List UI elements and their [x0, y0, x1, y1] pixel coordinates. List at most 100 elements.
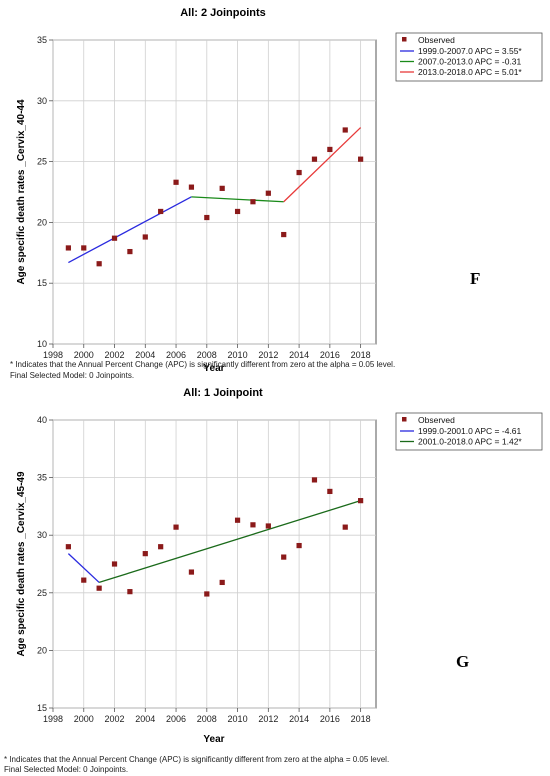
observed-point: [111, 561, 118, 567]
y-tick-label: 20: [37, 645, 47, 655]
x-tick-label: 2016: [320, 350, 340, 360]
x-tick-label: 2006: [166, 350, 186, 360]
legend-observed-marker: [402, 37, 407, 42]
footnote-significance: * Indicates that the Annual Percent Chan…: [10, 360, 395, 369]
x-tick-label: 1998: [43, 714, 63, 724]
observed-point: [127, 589, 133, 595]
footnote-significance: * Indicates that the Annual Percent Chan…: [4, 755, 389, 764]
observed-points: [65, 477, 364, 597]
plot-area: [52, 39, 377, 345]
observed-point: [327, 488, 333, 495]
observed-point: [96, 261, 102, 267]
observed-point: [281, 554, 287, 560]
observed-point: [81, 577, 87, 583]
observed-point: [265, 190, 271, 196]
observed-point: [158, 544, 164, 550]
y-tick-label: 20: [37, 217, 47, 227]
observed-point: [188, 569, 195, 575]
y-tick-label: 30: [37, 96, 47, 106]
y-tick-label: 15: [37, 703, 47, 713]
x-axis-label: Year: [203, 363, 224, 374]
y-tick-label: 10: [37, 339, 47, 349]
observed-point: [234, 517, 241, 523]
observed-point: [96, 585, 102, 591]
observed-point: [250, 199, 256, 205]
trend-segments: [67, 500, 361, 584]
y-tick-labels: 15 20 25 30 35 40: [37, 415, 53, 713]
legend-label: Observed: [418, 415, 455, 425]
x-axis-label: Year: [203, 734, 224, 745]
y-axis-label: Age specific death rates _Cervix_40-44: [16, 99, 27, 285]
y-tick-label: 40: [37, 415, 47, 425]
chart-g: All: 1 Joinpoint 1998 2000 2002 2004 2006 200…: [4, 387, 543, 774]
legend-box: [395, 412, 543, 451]
x-tick-label: 1998: [43, 350, 63, 360]
legend-label: 2013.0-2018.0 APC = 5.01*: [418, 67, 522, 77]
legend-label: 1999.0-2001.0 APC = -4.61: [418, 426, 522, 436]
observed-point: [281, 231, 287, 238]
legend-label: 2001.0-2018.0 APC = 1.42*: [418, 437, 522, 447]
x-tick-label: 2008: [197, 714, 217, 724]
grid-lines: [52, 39, 376, 345]
x-tick-label: 2012: [258, 350, 278, 360]
x-tick-label: 2014: [289, 714, 309, 724]
x-tick-label: 2004: [135, 714, 155, 724]
x-tick-label: 2002: [105, 350, 125, 360]
observed-point: [358, 156, 364, 162]
x-tick-label: 2016: [320, 714, 340, 724]
trend-segments: [68, 127, 362, 264]
observed-point: [358, 498, 364, 504]
x-tick-label: 2018: [351, 714, 371, 724]
observed-point: [219, 579, 225, 586]
observed-point: [327, 146, 333, 153]
observed-point: [250, 522, 256, 528]
observed-point: [188, 184, 195, 190]
x-tick-label: 2000: [74, 714, 94, 724]
y-tick-label: 30: [37, 530, 47, 540]
observed-point: [296, 169, 302, 176]
panel-label: F: [470, 269, 480, 288]
legend-box: [395, 32, 543, 82]
panel-label: G: [456, 652, 469, 671]
observed-point: [204, 591, 210, 597]
y-tick-labels: 10 15 20 25 30 35: [37, 35, 53, 349]
observed-points: [65, 127, 364, 267]
trend-segment: [191, 196, 284, 203]
observed-point: [265, 523, 271, 529]
x-tick-label: 2014: [289, 350, 309, 360]
observed-point: [127, 248, 133, 255]
observed-point: [296, 542, 302, 549]
chart-title: All: 2 Joinpoints: [180, 7, 266, 19]
observed-point: [342, 524, 348, 530]
trend-segment: [68, 196, 192, 264]
observed-point: [342, 127, 348, 133]
x-tick-label: 2018: [351, 350, 371, 360]
legend-label: 1999.0-2007.0 APC = 3.55*: [418, 46, 522, 56]
legend-label: Observed: [418, 35, 455, 45]
y-tick-label: 25: [37, 157, 47, 167]
chart-title: All: 1 Joinpoint: [183, 387, 263, 399]
footnote-model: Final Selected Model: 0 Joinpoints.: [4, 765, 128, 774]
plot-area: [52, 419, 377, 709]
x-tick-label: 2000: [74, 350, 94, 360]
observed-point: [234, 208, 241, 215]
x-tick-label: 2010: [228, 350, 248, 360]
observed-point: [65, 544, 71, 550]
y-tick-label: 25: [37, 588, 47, 598]
observed-point: [173, 524, 179, 530]
x-tick-labels: 1998 2000 2002 2004 2006 2008 2010 2012 2014 2016…: [43, 708, 371, 724]
trend-segment: [283, 127, 362, 203]
x-tick-labels: 1998 2000 2002 2004 2006 2008 2010 2012 2014 2016…: [43, 344, 371, 360]
chart-f: All: 2 Joinpoints 1998 2000 2002 2004 2006 20…: [10, 7, 543, 380]
x-tick-label: 2002: [105, 714, 125, 724]
y-tick-label: 35: [37, 473, 47, 483]
observed-point: [81, 245, 87, 251]
observed-point: [311, 156, 318, 162]
x-tick-label: 2006: [166, 714, 186, 724]
x-tick-label: 2004: [135, 350, 155, 360]
x-tick-label: 2010: [228, 714, 248, 724]
observed-point: [158, 208, 164, 215]
